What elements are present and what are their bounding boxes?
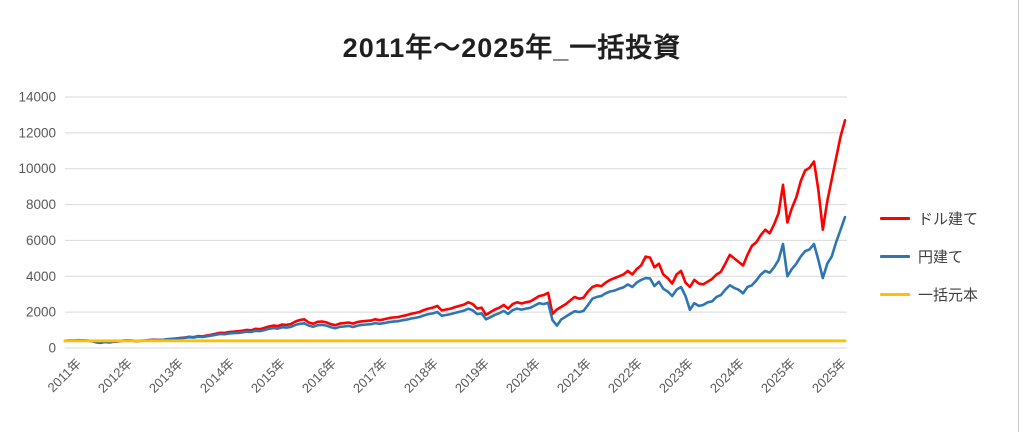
series-line-ドル建て — [63, 119, 847, 345]
series-line-円建て — [63, 215, 847, 344]
x-axis-tick-label: 2012年 — [95, 356, 135, 396]
y-axis-tick-label: 4000 — [26, 269, 56, 284]
principal-series-swatch — [880, 292, 910, 296]
legend-label: 一括元本 — [918, 286, 979, 304]
legend-item-principal: 一括元本 — [880, 282, 978, 306]
x-axis-tick-label: 2020年 — [503, 356, 543, 396]
legend-label: 円建て — [918, 248, 964, 266]
x-axis-tick-label: 2025年 — [758, 356, 798, 396]
x-axis-tick-label: 2015年 — [248, 356, 288, 396]
legend-item-yen: 円建て — [880, 244, 978, 268]
x-axis-tick-label: 2011年 — [45, 356, 85, 396]
yen-series-swatch — [880, 254, 910, 258]
y-axis-tick-label: 0 — [48, 341, 56, 356]
chart-title: 2011年～2025年_一括投資 — [342, 33, 682, 63]
x-axis-tick-label: 2022年 — [605, 356, 645, 396]
y-axis-tick-label: 12000 — [18, 125, 56, 140]
x-axis-tick-label: 2017年 — [350, 356, 390, 396]
y-axis-tick-label: 2000 — [26, 305, 56, 320]
y-axis-tick-label: 14000 — [18, 90, 56, 105]
x-axis-tick-label: 2021年 — [554, 356, 594, 396]
x-axis-tick-label: 2018年 — [401, 356, 441, 396]
dollar-series-swatch — [880, 216, 910, 220]
x-axis-tick-label: 2024年 — [707, 356, 747, 396]
x-axis-tick-label: 2025年 — [809, 356, 849, 396]
y-axis-tick-label: 6000 — [26, 233, 56, 248]
legend-label: ドル建て — [918, 210, 979, 228]
x-axis-tick-label: 2019年 — [452, 356, 492, 396]
x-axis-tick-label: 2013年 — [146, 356, 186, 396]
x-axis-tick-label: 2023年 — [656, 356, 696, 396]
chart-legend: ドル建て 円建て 一括元本 — [880, 206, 978, 306]
chart-right-border — [1018, 0, 1019, 432]
x-axis-tick-label: 2016年 — [299, 356, 339, 396]
x-axis-tick-label: 2014年 — [197, 356, 237, 396]
y-axis-tick-label: 8000 — [26, 197, 56, 212]
y-axis-tick-label: 10000 — [18, 161, 56, 176]
legend-item-dollar: ドル建て — [880, 206, 978, 230]
